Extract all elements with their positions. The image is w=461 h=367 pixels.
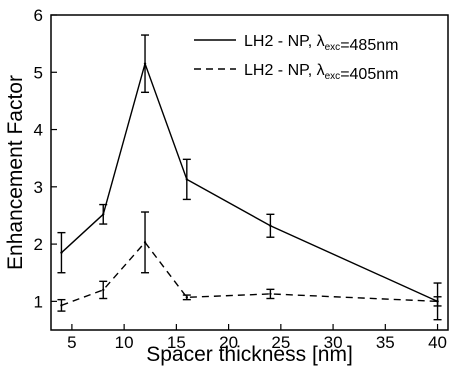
error-bar (57, 231, 66, 274)
legend-subscript: exc (325, 42, 341, 53)
x-tick-label: 15 (167, 333, 186, 352)
series-line (60, 61, 438, 303)
data-point (185, 296, 189, 299)
data-point (102, 213, 105, 216)
x-tick-label: 10 (115, 333, 134, 352)
data-point (143, 62, 147, 65)
error-bar (433, 282, 442, 321)
y-axis-label: Enhancement Factor (4, 75, 27, 270)
error-bar (182, 294, 191, 301)
data-point (436, 300, 439, 303)
x-tick-label: 25 (271, 333, 290, 352)
plot-frame (50, 14, 449, 331)
error-bar (141, 211, 150, 274)
data-point (143, 241, 147, 244)
error-bar (57, 298, 66, 312)
data-point (102, 288, 105, 292)
y-tick-label: 1 (34, 292, 43, 311)
legend-text-part: LH2 - NP, (244, 33, 317, 50)
axis-ticks: 5 10 15 20 25 30 35 40 1 2 3 4 5 6 (34, 6, 447, 352)
error-bar (99, 203, 108, 225)
error-bar (266, 213, 275, 238)
data-point (60, 304, 63, 307)
legend-text-part: =405nm (340, 66, 398, 83)
error-bar (141, 34, 150, 94)
error-bar (266, 288, 275, 300)
legend-text-part: =485nm (340, 37, 398, 54)
x-tick-label: 5 (67, 333, 76, 352)
y-tick-label: 2 (34, 235, 43, 254)
data-point (185, 178, 189, 181)
data-point (269, 224, 272, 227)
y-tick-label: 4 (34, 121, 43, 140)
legend-entry: LH2 - NP, λexc=405nm (244, 62, 398, 83)
x-tick-label: 40 (428, 333, 447, 352)
legend-text-part: λ (317, 33, 325, 50)
legend-text-part: LH2 - NP, (244, 62, 317, 79)
series-line (61, 241, 438, 307)
error-bar (182, 158, 191, 201)
x-tick-label: 35 (376, 333, 395, 352)
legend-entry: LH2 - NP, λexc=485nm (244, 33, 398, 54)
series-layer (57, 34, 442, 321)
legend-subscript: exc (325, 71, 341, 82)
series-2 (57, 211, 442, 321)
data-point (269, 292, 272, 296)
x-axis-label: Spacer thickness [nm] (146, 343, 353, 366)
data-point (60, 251, 63, 254)
y-tick-label: 3 (34, 178, 43, 197)
error-bar (99, 280, 108, 300)
y-tick-label: 5 (34, 63, 43, 82)
y-tick-label: 6 (34, 6, 43, 25)
x-tick-label: 20 (219, 333, 238, 352)
legend-text-part: λ (317, 62, 325, 79)
x-tick-label: 30 (324, 333, 343, 352)
